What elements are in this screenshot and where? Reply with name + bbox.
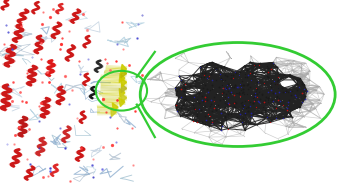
Polygon shape [119, 88, 125, 97]
Polygon shape [119, 74, 125, 82]
Polygon shape [121, 69, 127, 78]
Polygon shape [121, 64, 127, 73]
Polygon shape [121, 84, 127, 93]
Polygon shape [121, 94, 127, 102]
Ellipse shape [140, 43, 335, 146]
Polygon shape [119, 98, 125, 107]
Polygon shape [111, 108, 116, 117]
Polygon shape [121, 78, 127, 87]
Polygon shape [113, 103, 118, 112]
